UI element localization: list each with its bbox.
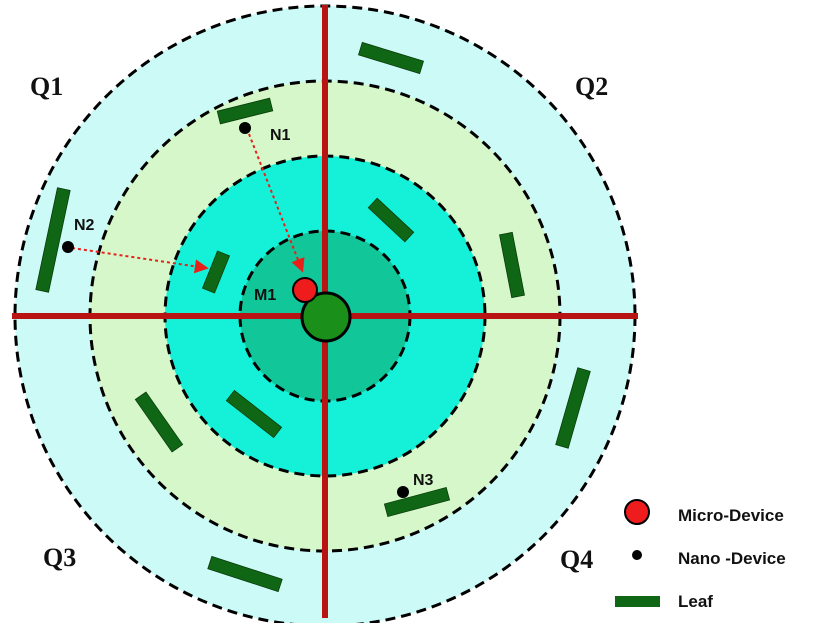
nano-device-n3 — [397, 486, 409, 498]
leaf — [383, 486, 451, 518]
nano-device-n2 — [62, 241, 74, 253]
leaf — [207, 555, 283, 593]
label-n1: N1 — [270, 127, 291, 144]
legend: Micro-Device Nano -Device Leaf — [615, 499, 786, 611]
leaf — [201, 250, 231, 294]
legend-leaf-icon — [615, 596, 660, 607]
legend-micro-device-label: Micro-Device — [678, 506, 784, 525]
label-n3: N3 — [413, 472, 434, 489]
quadrant-label-q1: Q1 — [30, 72, 63, 101]
leaf — [357, 41, 425, 75]
leaf — [555, 367, 591, 449]
center-node — [300, 291, 352, 343]
leaves — [35, 41, 591, 593]
quadrant-label-q4: Q4 — [560, 545, 593, 574]
leaf — [499, 231, 525, 299]
leaf — [134, 391, 184, 453]
micro-device-m1 — [292, 277, 318, 303]
quadrant-label-q2: Q2 — [575, 72, 608, 101]
leaf — [35, 187, 71, 293]
legend-micro-device-icon — [624, 499, 650, 525]
leaf — [216, 97, 274, 125]
legend-nano-device-label: Nano -Device — [678, 549, 786, 568]
nano-device-n1 — [239, 122, 251, 134]
legend-nano-device-icon — [632, 550, 642, 560]
quadrant-label-q3: Q3 — [43, 543, 76, 572]
n2-to-inner-path — [71, 247, 209, 274]
n1-to-m1-path — [248, 133, 305, 273]
label-n2: N2 — [74, 217, 95, 234]
legend-leaf-label: Leaf — [678, 592, 713, 611]
leaf — [367, 197, 415, 243]
label-m1: M1 — [254, 287, 276, 304]
leaf — [225, 389, 283, 439]
